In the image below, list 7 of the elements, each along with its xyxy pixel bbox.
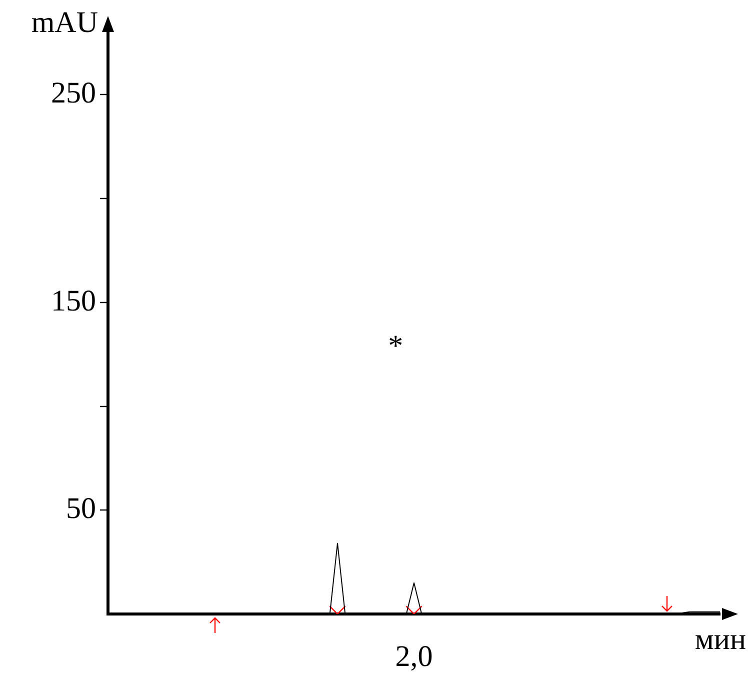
y-tick-label: 50	[66, 492, 96, 526]
x-tick-label: 2,0	[395, 640, 433, 673]
x-axis-title: мин	[694, 622, 746, 656]
annotation: *	[388, 329, 404, 362]
y-tick-label: 250	[51, 76, 96, 110]
y-axis-title: mAU	[31, 6, 98, 39]
y-tick-label: 150	[51, 284, 96, 318]
